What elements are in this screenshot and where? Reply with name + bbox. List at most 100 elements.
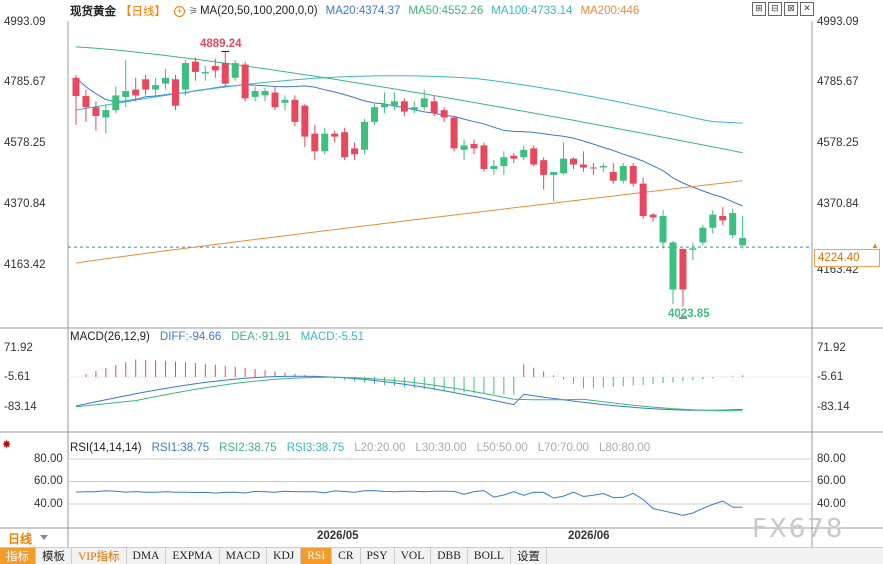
macd-axis-label-right: -5.61: [817, 371, 844, 383]
toolbar-dbb[interactable]: DBB: [431, 548, 468, 564]
ma-params[interactable]: MA(20,50,100,200,0,0): [199, 5, 318, 17]
rsi-l70: L70:70.00: [537, 442, 589, 454]
candle-body: [211, 66, 219, 71]
price-axis-label: 4578.25: [4, 137, 46, 149]
toolbar-expma[interactable]: EXPMA: [166, 548, 220, 564]
candle-body: [221, 63, 229, 84]
candle-body: [410, 107, 418, 111]
macd-axis-label: -83.14: [4, 401, 37, 413]
candle-body: [112, 95, 120, 111]
toolbar-kdj[interactable]: KDJ: [267, 548, 302, 564]
candle-body: [331, 133, 339, 137]
price-axis-label: 4370.84: [4, 198, 46, 210]
candle-body: [152, 85, 160, 90]
plus-circle-icon[interactable]: +: [174, 5, 185, 17]
candle-body: [530, 148, 538, 165]
settings-sun-icon[interactable]: ✸: [2, 438, 12, 451]
toolbar-dma[interactable]: DMA: [127, 548, 167, 564]
candle-body: [132, 89, 140, 96]
period-label[interactable]: 【日线】: [120, 6, 166, 18]
macd-dea: DEA:-91.91: [231, 331, 291, 343]
date-label: 2026/05: [317, 530, 359, 542]
candle-body: [231, 63, 239, 78]
rsi-label[interactable]: RSI(14,14,14): [70, 442, 142, 454]
candle-body: [550, 171, 558, 175]
rsi-l30: L30:30.00: [415, 442, 467, 454]
candle-body: [520, 149, 528, 158]
candle-body: [181, 63, 189, 90]
candle-body: [659, 216, 667, 243]
candle-body: [599, 166, 607, 168]
candle-body: [201, 71, 209, 74]
toolbar-indicators[interactable]: 指标: [0, 548, 36, 564]
candle-body: [589, 167, 597, 169]
candle-body: [241, 64, 249, 99]
tile-icon[interactable]: ⊠: [784, 2, 798, 16]
price-arrow-icon: ▲: [871, 241, 879, 250]
rsi1-value: RSI1:38.75: [151, 442, 210, 454]
candle-body: [460, 145, 468, 150]
toolbar-templates[interactable]: 模板: [36, 548, 72, 564]
close-icon[interactable]: ✕: [800, 2, 814, 16]
candle-body: [92, 107, 100, 117]
ma200-line: [75, 180, 743, 264]
price-axis-label: 4993.09: [4, 16, 46, 28]
candle-body: [540, 160, 548, 175]
candle-body: [142, 79, 150, 90]
ma100-line: [75, 75, 743, 124]
price-axis-label-right: 4578.25: [817, 137, 859, 149]
candle-body: [341, 132, 349, 158]
price-axis-label: 4163.42: [4, 259, 46, 271]
candle-body: [361, 121, 369, 150]
restore-icon[interactable]: ⊟: [768, 2, 782, 16]
period-tab[interactable]: 日线: [8, 532, 33, 546]
macd-label[interactable]: MACD(26,12,9): [70, 331, 150, 343]
price-axis-label-right: 4993.09: [817, 16, 859, 28]
candle-body: [450, 117, 458, 149]
candle-body: [679, 248, 687, 290]
candle-body: [440, 110, 448, 118]
maximize-icon[interactable]: ⊞: [752, 2, 766, 16]
candle-body: [480, 145, 488, 169]
high-annotation: 4889.24: [200, 38, 242, 50]
macd-axis-label: -5.61: [4, 371, 31, 383]
ma50-value: MA50:4552.26: [408, 5, 484, 17]
candle-body: [301, 105, 309, 137]
toolbar-rsi[interactable]: RSI: [301, 548, 333, 564]
candle-body: [719, 216, 727, 221]
toolbar-macd[interactable]: MACD: [220, 548, 268, 564]
candle-body: [390, 101, 398, 106]
chevron-down-icon[interactable]: [40, 535, 48, 540]
candle-body: [430, 101, 438, 114]
rsi-axis-label-right: 60.00: [817, 475, 846, 487]
candle-body: [261, 91, 269, 96]
toolbar-vip-indicators[interactable]: VIP指标: [72, 548, 127, 564]
macd-axis-label-right: -83.14: [817, 401, 850, 413]
window-controls: ⊞ ⊟ ⊠ ✕: [752, 2, 816, 16]
toolbar-boll[interactable]: BOLL: [468, 548, 511, 564]
rsi-l80: L80:80.00: [598, 442, 651, 454]
macd-axis-label-right: 71.92: [817, 342, 846, 354]
toolbar-vol[interactable]: VOL: [395, 548, 432, 564]
candle-body: [570, 158, 577, 165]
candle-body: [351, 148, 359, 155]
candle-body: [162, 77, 170, 84]
candle-body: [251, 91, 259, 97]
candle-body: [739, 238, 747, 246]
price-axis-label-right: 4163.42: [817, 264, 859, 276]
indicator-toolbar: 指标 模板 VIP指标 DMA EXPMA MACD KDJ RSI CR PS…: [0, 547, 883, 564]
candle-body: [172, 79, 179, 106]
rsi-axis-label: 60.00: [34, 475, 63, 487]
kline-icon[interactable]: ⚞: [189, 5, 198, 17]
ma200-value: MA200:446: [580, 5, 640, 17]
toolbar-settings[interactable]: 设置: [511, 548, 547, 564]
toolbar-cr[interactable]: CR: [332, 548, 361, 564]
candle-body: [72, 77, 80, 97]
rsi-axis-label-right: 80.00: [817, 453, 846, 465]
ma100-value: MA100:4733.14: [491, 5, 573, 17]
ma20-value: MA20:4374.37: [325, 5, 401, 17]
low-annotation: 4023.85: [668, 308, 710, 320]
candle-body: [619, 166, 627, 181]
toolbar-psy[interactable]: PSY: [361, 548, 395, 564]
candle-body: [470, 143, 478, 149]
